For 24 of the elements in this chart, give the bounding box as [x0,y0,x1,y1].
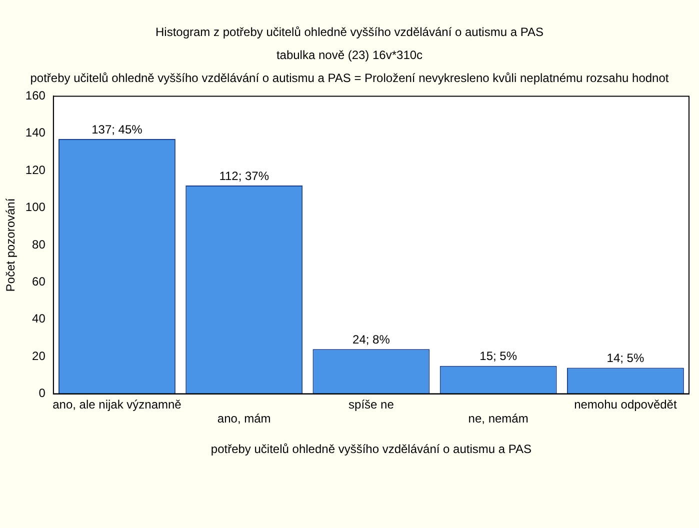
y-tick-label: 100 [25,200,46,214]
y-tick-label: 120 [25,162,46,177]
data-label: 24; 8% [352,332,390,346]
x-tick-label: ano, ale nijak významně [52,397,182,412]
data-label: 14; 5% [606,351,644,366]
data-label: 15; 5% [480,349,518,364]
y-tick-label: 0 [38,386,46,400]
data-label: 112; 37% [219,168,270,183]
chart-title: Histogram z potřeby učitelů ohledně vyššího vzdělávání o autismu a PAS [154,24,544,40]
x-tick-label: spíše ne [348,397,394,412]
y-tick-label: 80 [32,237,46,252]
x-axis-title: potřeby učitelů ohledně vyššího vzdělávání o autismu a PAS [210,442,532,456]
text: potřeby učitelů ohledně vyššího vzdělávání o autismu a PAS = Proložení nevykresleno kvůli neplatnému rozsahu hodnot [29,70,670,86]
y-tick-label: 160 [25,88,46,103]
y-tick-label: 40 [32,312,46,326]
y-tick-label: 140 [25,126,46,140]
x-tick-label: nemohu odpovědět [574,397,678,412]
data-label: 137; 45% [92,122,143,136]
y-axis-title: Počet pozorování [4,198,18,292]
x-tick-label: ano, mám [217,412,271,426]
chart-subtitle: tabulka nově (23) 16v*310c [275,47,424,63]
y-tick-label: 60 [32,274,46,289]
y-tick-label: 20 [32,348,46,363]
x-tick-label: ne, nemám [468,412,528,426]
